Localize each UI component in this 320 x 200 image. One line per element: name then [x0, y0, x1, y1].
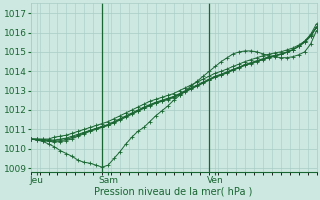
X-axis label: Pression niveau de la mer( hPa ): Pression niveau de la mer( hPa ) [94, 187, 253, 197]
